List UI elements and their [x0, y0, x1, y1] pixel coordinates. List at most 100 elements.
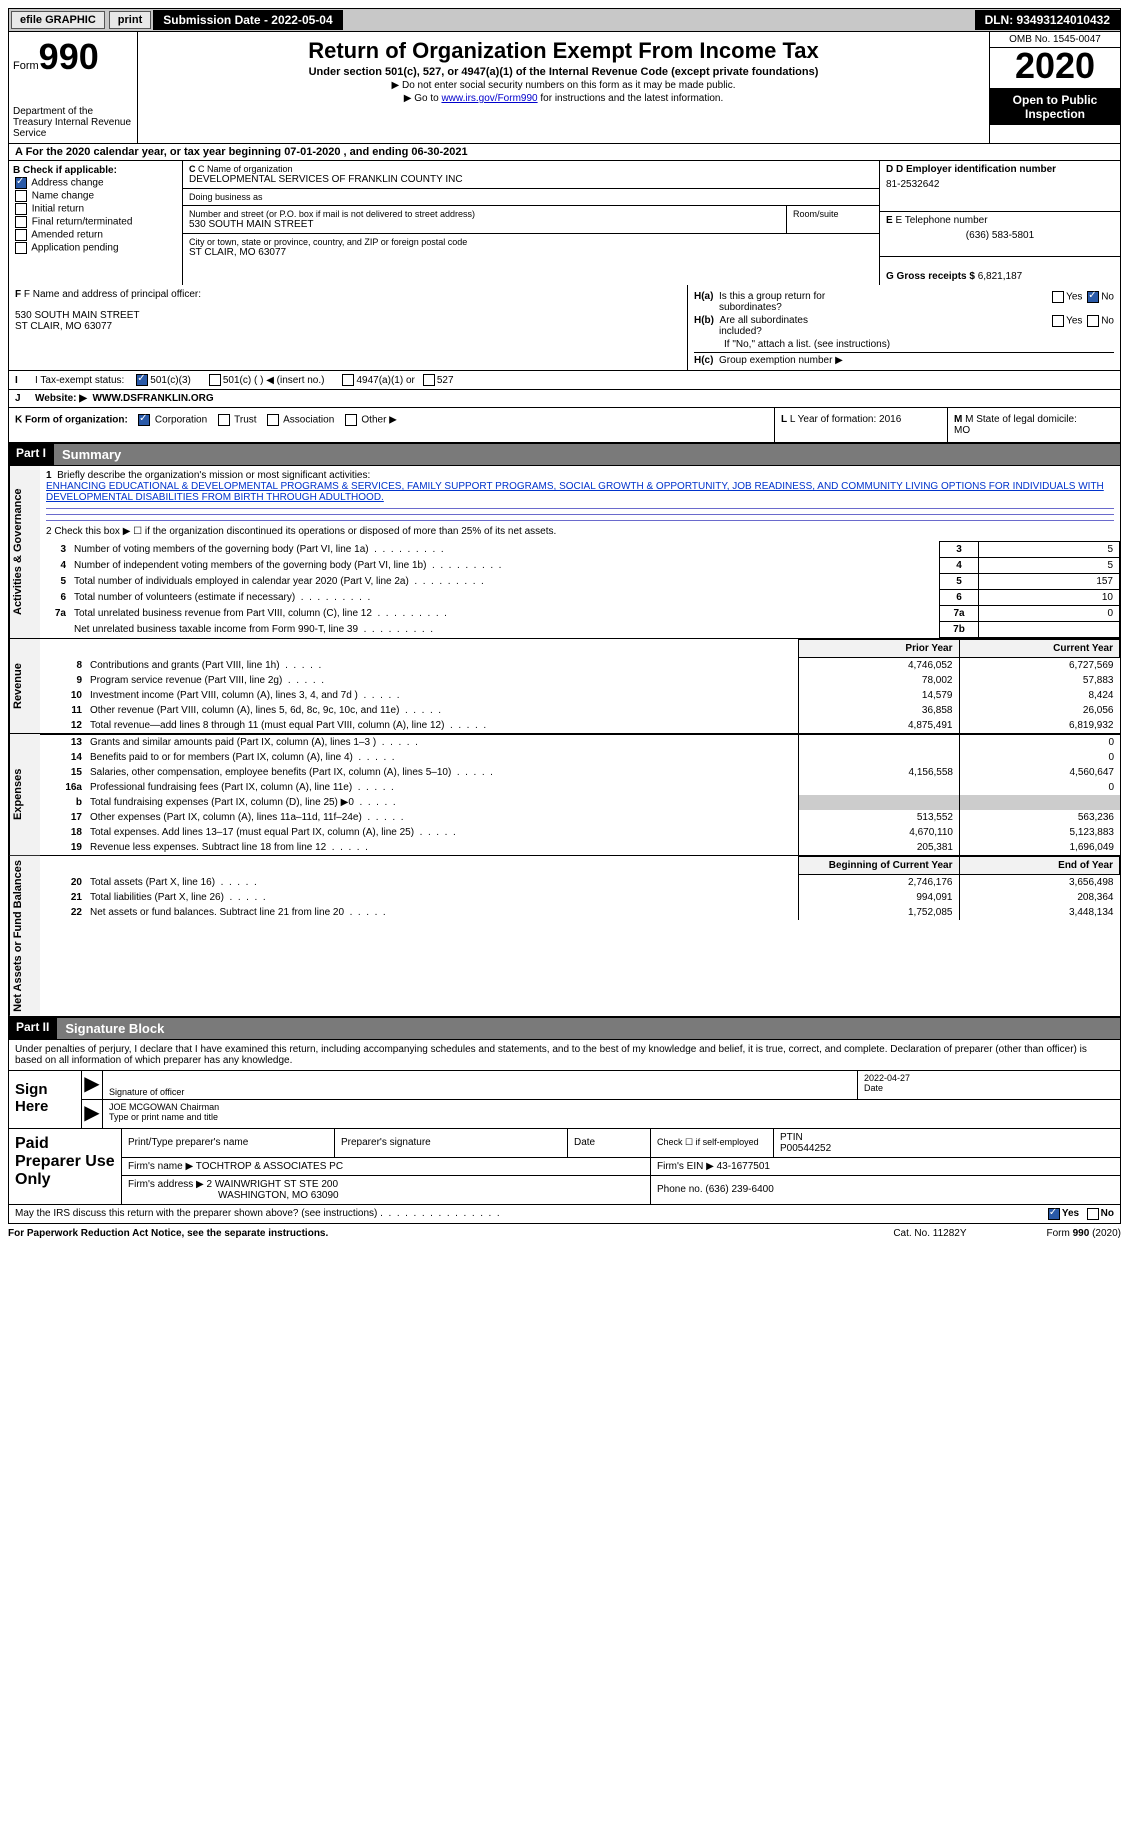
box-b-title: B Check if applicable: [13, 165, 178, 176]
hb-label: H(b) Are all subordinates included? [694, 315, 1050, 337]
arrow-icon: ▶ [82, 1071, 103, 1099]
efile-top-bar: efile GRAPHIC print Submission Date - 20… [8, 8, 1121, 32]
gross-receipts-value: 6,821,187 [978, 271, 1023, 282]
phone-label: E E Telephone number [886, 215, 1114, 226]
check-assoc[interactable] [267, 414, 279, 426]
net-assets-section: Net Assets or Fund Balances Beginning of… [8, 856, 1121, 1017]
table-row: 21Total liabilities (Part X, line 26) . … [40, 890, 1120, 905]
col-end-year: End of Year [959, 857, 1120, 875]
org-form-row: K Form of organization: Corporation Trus… [8, 408, 1121, 443]
officer-sig-label: Signature of officer [103, 1071, 858, 1099]
table-row: 6Total number of volunteers (estimate if… [40, 590, 1120, 606]
street-label: Number and street (or P.O. box if mail i… [189, 209, 780, 219]
officer-group-block: F F Name and address of principal office… [8, 285, 1121, 371]
ein-label: D D Employer identification number [886, 164, 1114, 175]
check-discuss-yes[interactable] [1048, 1208, 1060, 1220]
officer-label: F F Name and address of principal office… [15, 289, 681, 300]
table-row: 13Grants and similar amounts paid (Part … [40, 735, 1120, 751]
org-name: DEVELOPMENTAL SERVICES OF FRANKLIN COUNT… [189, 174, 873, 185]
check-other[interactable] [345, 414, 357, 426]
officer-name-value: JOE MCGOWAN Chairman [109, 1102, 1114, 1112]
efile-graphic-btn[interactable]: efile GRAPHIC [11, 11, 105, 29]
officer-addr1: 530 SOUTH MAIN STREET [15, 310, 681, 321]
note-ssn: ▶ Do not enter social security numbers o… [142, 80, 985, 91]
part1-header: Part I [8, 443, 54, 466]
table-row: 10Investment income (Part VIII, column (… [40, 688, 1120, 703]
check-hb-no[interactable] [1087, 315, 1099, 327]
form-title: Return of Organization Exempt From Incom… [142, 38, 985, 64]
firm-addr2: WASHINGTON, MO 63090 [218, 1190, 339, 1201]
check-ha-no[interactable] [1087, 291, 1099, 303]
form-subtitle: Under section 501(c), 527, or 4947(a)(1)… [142, 66, 985, 78]
table-row: 5Total number of individuals employed in… [40, 574, 1120, 590]
check-hb-yes[interactable] [1052, 315, 1064, 327]
submission-date: Submission Date - 2022-05-04 [153, 10, 342, 30]
officer-type-label: Type or print name and title [109, 1112, 1114, 1122]
part2-title: Signature Block [57, 1017, 1121, 1040]
check-corp[interactable] [138, 414, 150, 426]
sign-here-block: Sign Here ▶ Signature of officer 2022-04… [8, 1071, 1121, 1129]
check-527[interactable] [423, 374, 435, 386]
check-amended[interactable]: Amended return [13, 229, 178, 241]
table-row: 15Salaries, other compensation, employee… [40, 765, 1120, 780]
phone-value: (636) 583-5801 [886, 230, 1114, 241]
dba-label: Doing business as [189, 192, 873, 202]
prep-name-label: Print/Type preparer's name [122, 1129, 335, 1158]
line2-text: 2 Check this box ▶ ☐ if the organization… [46, 526, 1114, 537]
tax-year-big: 2020 [990, 48, 1120, 89]
check-initial-return[interactable]: Initial return [13, 203, 178, 215]
check-4947[interactable] [342, 374, 354, 386]
footer-right: Form 990 (2020) [1047, 1228, 1121, 1239]
ptin-label: PTIN [780, 1132, 1114, 1143]
tax-year-line: A For the 2020 calendar year, or tax yea… [8, 144, 1121, 161]
print-btn[interactable]: print [109, 11, 151, 29]
check-name-change[interactable]: Name change [13, 190, 178, 202]
dept-treasury: Department of the Treasury Internal Reve… [13, 106, 133, 139]
check-final-return[interactable]: Final return/terminated [13, 216, 178, 228]
ptin-value: P00544252 [780, 1143, 1114, 1154]
form-number: Form990 [13, 36, 133, 78]
year-formation: 2016 [879, 414, 901, 425]
check-501c[interactable] [209, 374, 221, 386]
check-trust[interactable] [218, 414, 230, 426]
check-address-change[interactable]: Address change [13, 177, 178, 189]
header-info-block: B Check if applicable: Address change Na… [8, 161, 1121, 285]
firm-addr1: 2 WAINWRIGHT ST STE 200 [207, 1179, 339, 1190]
irs-link[interactable]: www.irs.gov/Form990 [441, 93, 537, 104]
prep-sig-label: Preparer's signature [335, 1129, 568, 1158]
expenses-table: 13Grants and similar amounts paid (Part … [40, 734, 1120, 855]
table-row: 12Total revenue—add lines 8 through 11 (… [40, 718, 1120, 733]
check-ha-yes[interactable] [1052, 291, 1064, 303]
check-discuss-no[interactable] [1087, 1208, 1099, 1220]
table-row: 22Net assets or fund balances. Subtract … [40, 905, 1120, 920]
footer: For Paperwork Reduction Act Notice, see … [8, 1224, 1121, 1243]
footer-mid: Cat. No. 11282Y [893, 1228, 966, 1239]
form-header: Form990 Department of the Treasury Inter… [8, 32, 1121, 144]
table-row: 7aTotal unrelated business revenue from … [40, 606, 1120, 622]
part1-header-row: Part I Summary [8, 443, 1121, 466]
side-governance: Activities & Governance [9, 466, 40, 638]
city-label: City or town, state or province, country… [189, 237, 873, 247]
firm-name-value: TOCHTROP & ASSOCIATES PC [196, 1161, 343, 1172]
firm-phone: (636) 239-6400 [705, 1184, 773, 1195]
hc-label: H(c) Group exemption number ▶ [694, 352, 1114, 366]
gross-receipts-label: G Gross receipts $ [886, 271, 978, 282]
check-501c3[interactable] [136, 374, 148, 386]
dln: DLN: 93493124010432 [975, 10, 1120, 30]
revenue-table: Prior YearCurrent Year 8Contributions an… [40, 639, 1120, 733]
governance-table: 3Number of voting members of the governi… [40, 541, 1120, 638]
table-row: 16aProfessional fundraising fees (Part I… [40, 780, 1120, 795]
table-row: 18Total expenses. Add lines 13–17 (must … [40, 825, 1120, 840]
ein-value: 81-2532642 [886, 179, 1114, 190]
officer-addr2: ST CLAIR, MO 63077 [15, 321, 681, 332]
part2-header-row: Part II Signature Block [8, 1017, 1121, 1040]
table-row: 8Contributions and grants (Part VIII, li… [40, 658, 1120, 674]
check-app-pending[interactable]: Application pending [13, 242, 178, 254]
penalty-text: Under penalties of perjury, I declare th… [8, 1040, 1121, 1071]
website-row: J Website: ▶ WWW.DSFRANKLIN.ORG [8, 390, 1121, 408]
line1-label: 1 Briefly describe the organization's mi… [46, 470, 1114, 481]
table-row: 14Benefits paid to or for members (Part … [40, 750, 1120, 765]
org-name-label: C C Name of organization [189, 164, 873, 174]
table-row: 4Number of independent voting members of… [40, 558, 1120, 574]
table-row: 17Other expenses (Part IX, column (A), l… [40, 810, 1120, 825]
